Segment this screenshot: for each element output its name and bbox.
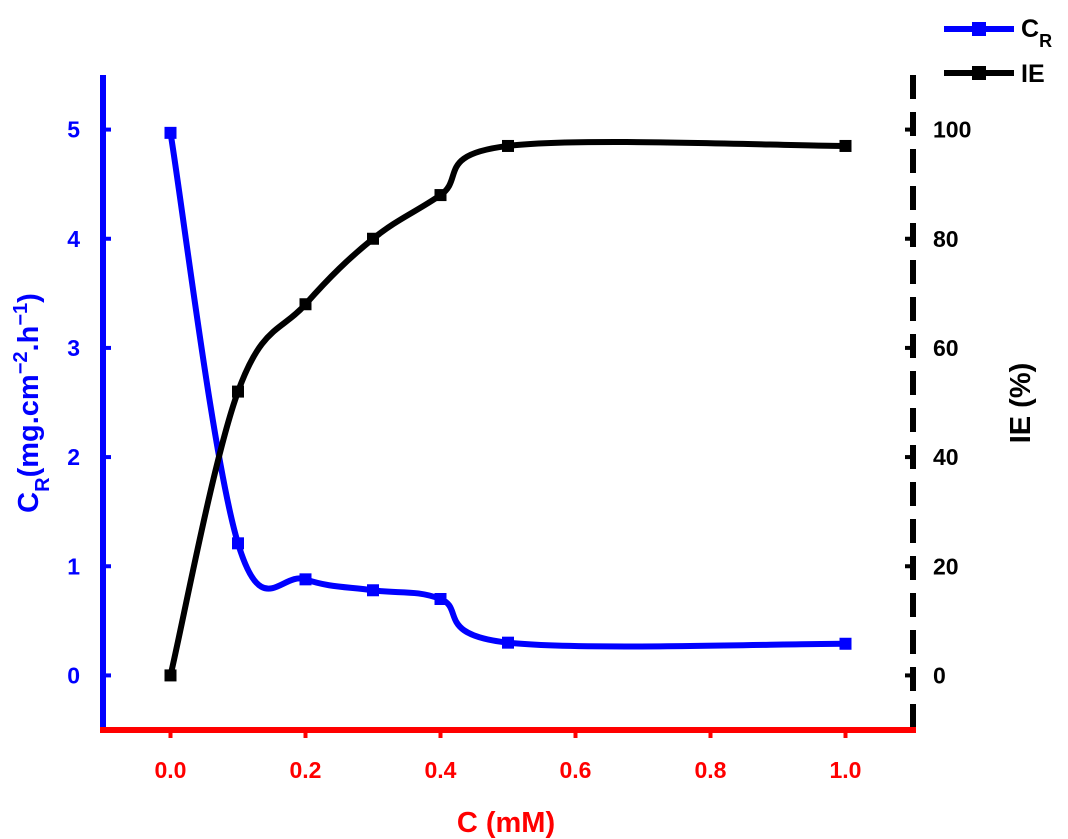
right-tick-label: 80 [933, 226, 959, 252]
data-point-cr [232, 537, 244, 550]
data-point-ie [164, 669, 177, 682]
data-point-ie [232, 385, 244, 398]
right-tick-label: 20 [933, 553, 959, 579]
right-tick-label: 100 [933, 117, 971, 143]
legend-item-ie: IE [944, 60, 1045, 88]
legend-item-cr: CR [944, 15, 1052, 51]
x-tick-label: 1.0 [830, 757, 862, 783]
data-point-cr [164, 126, 177, 139]
right-tick-label: 0 [933, 662, 946, 688]
data-point-ie [434, 189, 447, 202]
series-line-ie [167, 139, 846, 677]
x-axis: 0.0 0.2 0.4 0.6 0.8 1.0 [100, 727, 916, 783]
left-tick-label: 1 [67, 553, 80, 579]
right-axis: 0 20 40 60 80 100 [905, 75, 971, 730]
data-point-ie [367, 232, 379, 245]
left-tick-label: 4 [67, 226, 80, 252]
plot-series [164, 126, 852, 682]
left-tick-label: 5 [67, 117, 80, 143]
left-tick-label: 0 [67, 662, 80, 688]
legend-label-cr: CR [1021, 15, 1052, 51]
data-point-ie [839, 139, 852, 152]
data-point-cr [502, 636, 514, 649]
series-line-cr [167, 132, 846, 650]
legend-label-ie: IE [1021, 60, 1045, 88]
left-axis-title: CR(mg.cm−2.h−1) [10, 293, 54, 513]
data-point-cr [839, 637, 852, 650]
legend-marker-ie [972, 66, 986, 80]
x-tick-label: 0.4 [425, 757, 457, 783]
x-tick-label: 0.0 [155, 757, 187, 783]
x-tick-label: 0.8 [695, 757, 727, 783]
data-point-cr [367, 584, 379, 597]
data-point-ie [502, 139, 514, 152]
left-tick-label: 2 [67, 444, 80, 470]
data-point-ie [299, 298, 312, 311]
data-point-cr [299, 573, 312, 586]
right-axis-title: IE (%) [1005, 363, 1037, 444]
x-axis-title: C (mM) [457, 807, 555, 839]
data-point-cr [434, 593, 447, 605]
right-tick-label: 40 [933, 444, 959, 470]
right-tick-label: 60 [933, 335, 959, 361]
x-tick-label: 0.2 [290, 757, 322, 783]
legend-marker-cr [972, 22, 986, 36]
legend: CR IE [944, 15, 1052, 88]
left-axis: 0 1 2 3 4 5 [67, 75, 111, 730]
x-tick-label: 0.6 [560, 757, 592, 783]
left-tick-label: 3 [67, 335, 80, 361]
